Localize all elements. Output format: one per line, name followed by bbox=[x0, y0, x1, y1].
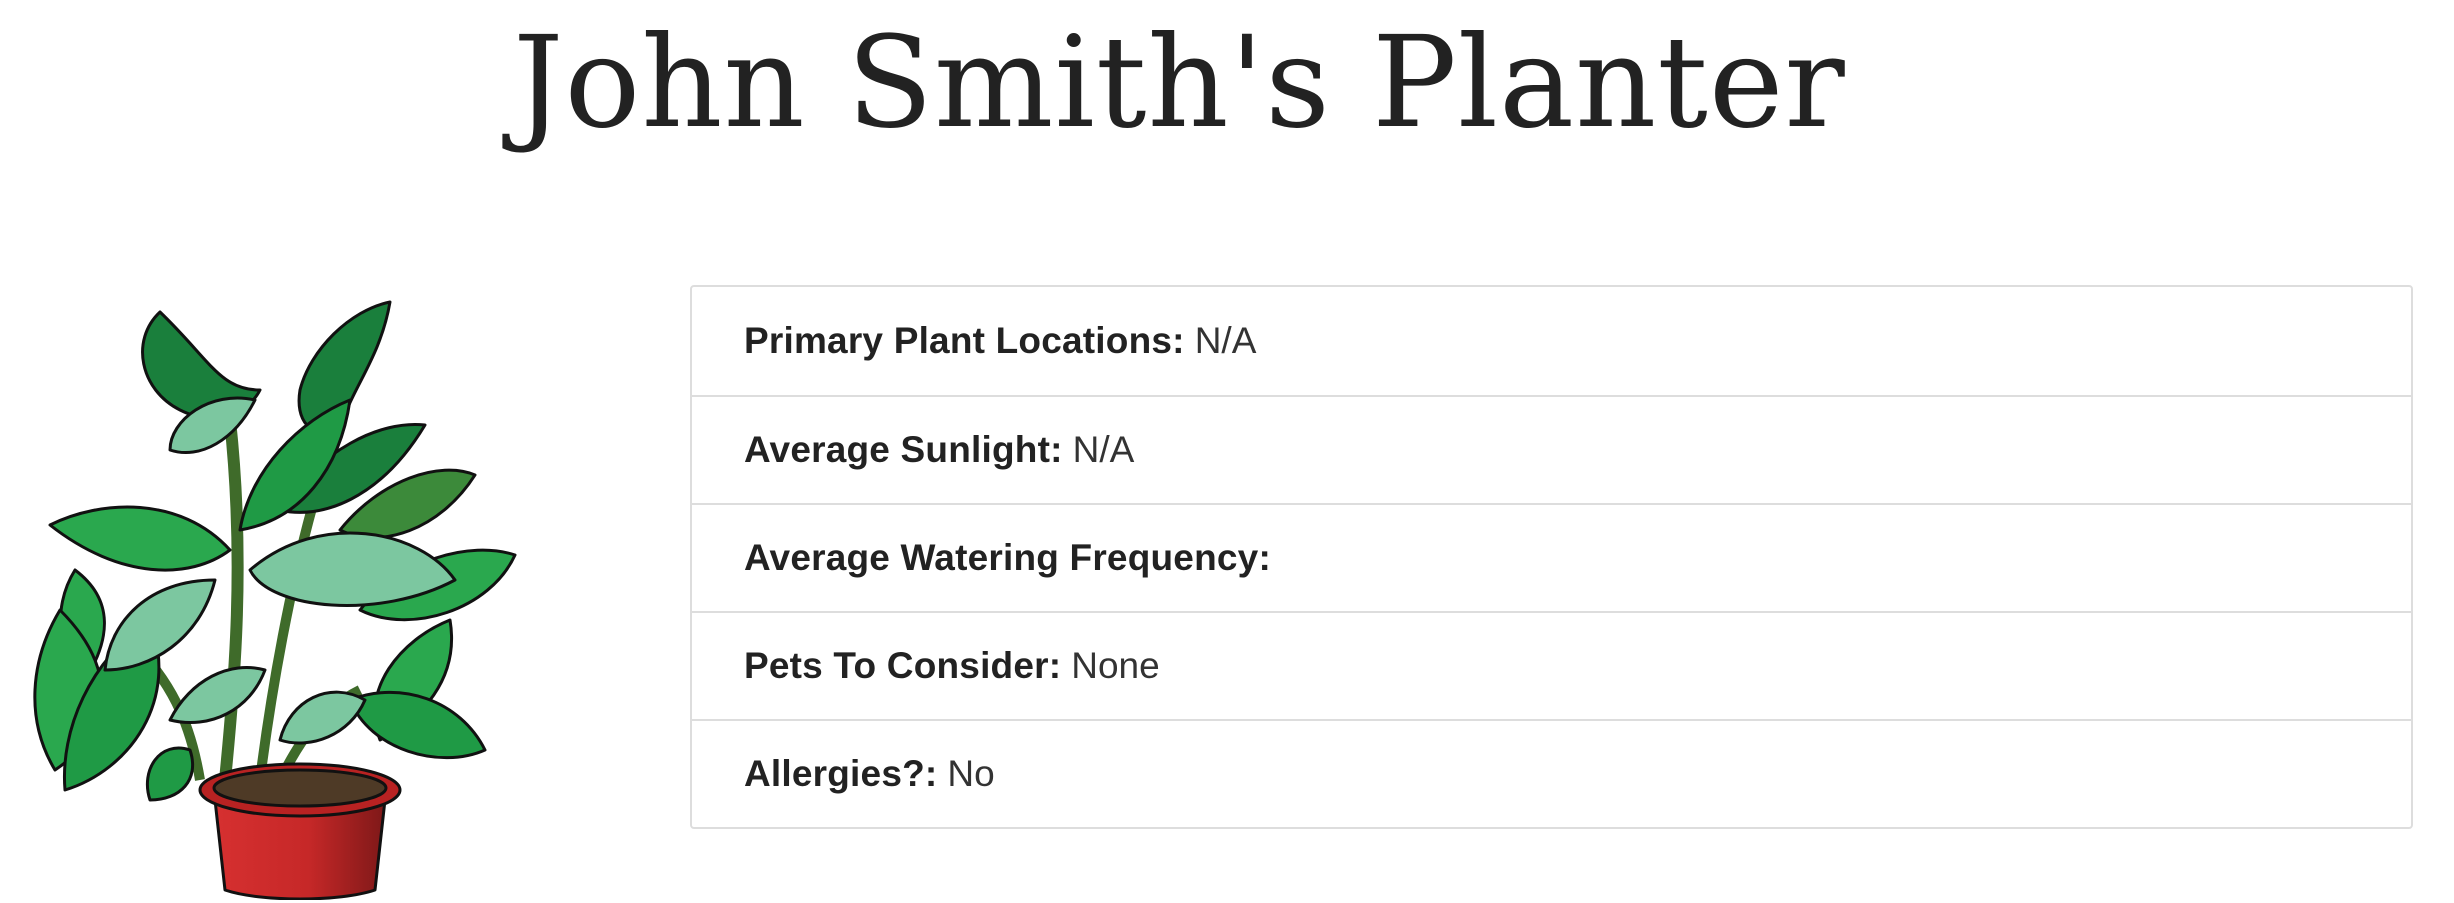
list-item-primary-plant-locations: Primary Plant Locations: N/A bbox=[692, 287, 2411, 395]
list-item-average-sunlight: Average Sunlight: N/A bbox=[692, 395, 2411, 503]
details-value: None bbox=[1071, 645, 1160, 686]
potted-plant-icon bbox=[33, 300, 517, 900]
details-value: N/A bbox=[1072, 429, 1135, 470]
plant-details-list: Primary Plant Locations: N/A Average Sun… bbox=[690, 285, 2413, 829]
details-value: N/A bbox=[1194, 320, 1257, 361]
list-item-allergies: Allergies?: No bbox=[692, 719, 2411, 827]
details-value: No bbox=[947, 753, 995, 794]
details-label: Primary Plant Locations: bbox=[744, 320, 1185, 361]
list-item-pets-to-consider: Pets To Consider: None bbox=[692, 611, 2411, 719]
details-label: Allergies?: bbox=[744, 753, 938, 794]
details-label: Pets To Consider: bbox=[744, 645, 1062, 686]
details-label: Average Sunlight: bbox=[744, 429, 1063, 470]
list-item-average-watering-frequency: Average Watering Frequency: bbox=[692, 503, 2411, 611]
page-title: John Smith's Planter bbox=[513, 9, 1846, 156]
details-label: Average Watering Frequency: bbox=[744, 537, 1271, 578]
